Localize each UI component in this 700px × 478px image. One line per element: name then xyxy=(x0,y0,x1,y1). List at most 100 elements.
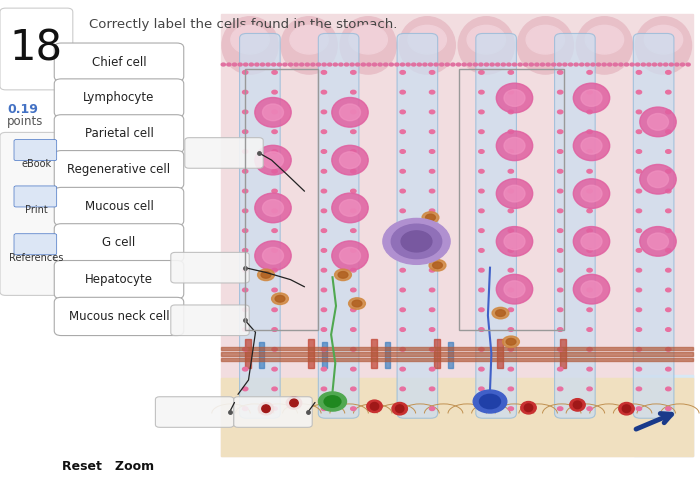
Bar xyxy=(259,342,264,368)
FancyBboxPatch shape xyxy=(0,8,73,90)
Ellipse shape xyxy=(573,401,582,409)
Ellipse shape xyxy=(332,193,368,223)
Circle shape xyxy=(429,268,435,272)
Bar xyxy=(385,342,390,368)
Circle shape xyxy=(383,218,450,264)
Circle shape xyxy=(272,288,277,292)
Bar xyxy=(308,339,314,368)
Circle shape xyxy=(356,63,360,66)
Circle shape xyxy=(272,209,277,213)
Circle shape xyxy=(587,407,592,411)
Circle shape xyxy=(321,308,327,312)
Circle shape xyxy=(613,63,617,66)
Circle shape xyxy=(636,407,642,411)
Circle shape xyxy=(587,328,592,331)
Circle shape xyxy=(479,63,483,66)
Circle shape xyxy=(429,170,435,173)
Bar xyxy=(245,339,251,368)
Circle shape xyxy=(426,214,435,221)
Circle shape xyxy=(372,63,377,66)
Circle shape xyxy=(335,269,351,281)
Circle shape xyxy=(490,63,494,66)
FancyBboxPatch shape xyxy=(55,151,183,189)
Ellipse shape xyxy=(290,399,298,407)
Circle shape xyxy=(266,63,270,66)
Circle shape xyxy=(636,328,642,331)
Circle shape xyxy=(352,300,362,307)
Circle shape xyxy=(321,189,327,193)
Ellipse shape xyxy=(585,25,624,54)
Circle shape xyxy=(429,229,435,232)
Circle shape xyxy=(557,110,563,114)
Circle shape xyxy=(456,63,461,66)
Circle shape xyxy=(429,407,435,411)
Circle shape xyxy=(508,348,514,351)
Circle shape xyxy=(242,170,248,173)
Circle shape xyxy=(242,229,248,232)
Circle shape xyxy=(305,63,309,66)
Bar xyxy=(220,347,693,350)
Ellipse shape xyxy=(504,138,525,154)
Circle shape xyxy=(272,110,277,114)
Circle shape xyxy=(666,268,671,272)
Circle shape xyxy=(429,367,435,371)
Text: 0.19: 0.19 xyxy=(7,103,38,117)
FancyBboxPatch shape xyxy=(55,261,183,299)
Circle shape xyxy=(242,328,248,331)
Circle shape xyxy=(666,209,671,213)
Ellipse shape xyxy=(255,193,291,223)
Circle shape xyxy=(666,367,671,371)
Circle shape xyxy=(429,348,435,351)
Circle shape xyxy=(261,272,271,278)
Text: Lymphocyte: Lymphocyte xyxy=(83,91,155,105)
Text: G cell: G cell xyxy=(102,236,136,250)
Ellipse shape xyxy=(573,83,610,113)
Circle shape xyxy=(433,262,442,269)
Circle shape xyxy=(242,367,248,371)
Circle shape xyxy=(429,328,435,331)
Circle shape xyxy=(434,63,438,66)
Circle shape xyxy=(272,170,277,173)
Bar xyxy=(220,352,693,356)
Circle shape xyxy=(666,110,671,114)
Circle shape xyxy=(479,130,484,133)
FancyBboxPatch shape xyxy=(55,79,183,117)
Circle shape xyxy=(272,387,277,391)
Circle shape xyxy=(244,63,248,66)
Circle shape xyxy=(666,130,671,133)
Circle shape xyxy=(508,268,514,272)
Bar xyxy=(322,342,327,368)
Circle shape xyxy=(351,130,356,133)
Text: Reset   Zoom: Reset Zoom xyxy=(62,459,155,473)
Ellipse shape xyxy=(255,145,291,175)
Circle shape xyxy=(479,71,484,74)
Circle shape xyxy=(311,63,315,66)
Circle shape xyxy=(636,189,642,193)
Circle shape xyxy=(658,63,662,66)
Ellipse shape xyxy=(581,90,602,107)
Circle shape xyxy=(636,90,642,94)
Circle shape xyxy=(492,307,509,319)
Circle shape xyxy=(585,63,589,66)
Text: Regenerative cell: Regenerative cell xyxy=(67,163,171,176)
FancyBboxPatch shape xyxy=(14,186,57,207)
Circle shape xyxy=(508,90,514,94)
Circle shape xyxy=(508,387,514,391)
Circle shape xyxy=(400,90,405,94)
Circle shape xyxy=(568,63,573,66)
Circle shape xyxy=(242,407,248,411)
Ellipse shape xyxy=(640,107,676,137)
Circle shape xyxy=(552,63,556,66)
Circle shape xyxy=(557,209,563,213)
Circle shape xyxy=(249,63,253,66)
Circle shape xyxy=(294,63,298,66)
Circle shape xyxy=(501,63,505,66)
Circle shape xyxy=(591,63,595,66)
Circle shape xyxy=(429,150,435,153)
Circle shape xyxy=(587,189,592,193)
FancyBboxPatch shape xyxy=(55,115,183,153)
Circle shape xyxy=(400,110,405,114)
Circle shape xyxy=(321,268,327,272)
Bar xyxy=(634,375,693,456)
Ellipse shape xyxy=(573,227,610,256)
